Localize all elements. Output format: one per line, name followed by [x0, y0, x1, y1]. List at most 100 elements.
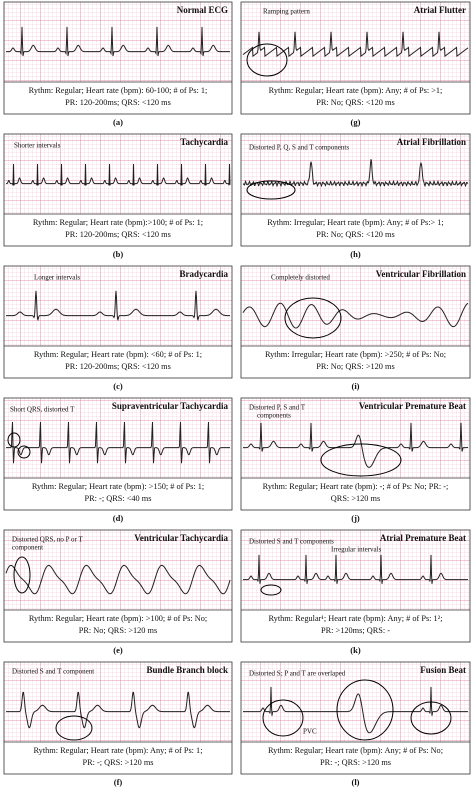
annotation: Distorted S and T components: [249, 538, 334, 546]
highlight: [246, 43, 288, 77]
caption-line: PR: -; QRS: >120 ms: [82, 758, 153, 767]
caption-line: Rythm: Irregular; Heart rate (bpm): Any;…: [267, 218, 443, 227]
panel-label: (c): [113, 381, 123, 391]
panel-title: Ventricular Fibrillation: [376, 269, 466, 279]
highlight: [246, 180, 296, 200]
annotation: Shorter intervals: [14, 142, 61, 150]
highlight: [13, 556, 31, 594]
ecg-grid: [241, 398, 470, 478]
highlight: [320, 443, 402, 477]
annotation: Irregular intervals: [331, 546, 382, 554]
panel-title: Ventricular Tachycardia: [134, 533, 228, 543]
caption-line: PR: 120-200ms; QRS: <120 ms: [65, 98, 171, 107]
caption-line: PR: No; QRS: >120 ms: [316, 362, 394, 371]
panel-border: [240, 133, 471, 247]
ecg-grid: [4, 134, 232, 214]
caption-line: PR: -; QRS: <40 ms: [85, 494, 152, 503]
caption-line: PR: No; QRS: >120 ms: [79, 626, 157, 635]
panel-label: (d): [113, 513, 124, 523]
panel-border: [240, 265, 471, 379]
caption-line: Rythm: Regular; Heart rate (bpm): >100; …: [29, 614, 207, 623]
highlight: [55, 715, 93, 741]
panel-title: Bradycardia: [180, 269, 229, 279]
panel-border: [240, 661, 471, 775]
panel-title: Normal ECG: [177, 5, 228, 15]
panel-title: Supraventricular Tachycardia: [112, 401, 229, 411]
panel-border: [3, 661, 233, 775]
caption-line: PR: -; QRS: >120 ms: [320, 758, 391, 767]
ecg-trace: [242, 302, 469, 329]
highlight: [7, 432, 21, 448]
caption-line: QRS: >120 ms: [331, 494, 380, 503]
ecg-grid: [241, 266, 470, 346]
annotation: Longer intervals: [34, 274, 80, 282]
panel-label: (k): [350, 645, 361, 655]
ecg-trace: [5, 564, 231, 595]
annotation: Distorted S and T component: [12, 668, 94, 676]
ecg-trace: [6, 163, 231, 187]
ecg-trace: [6, 26, 230, 57]
caption-line: Rythm: Regular; Heart rate (bpm): <60; #…: [34, 350, 202, 359]
ecg-trace: [6, 290, 230, 322]
ecg-grid: [4, 2, 232, 82]
annotation: Distorted S; P and T are overlaped: [249, 670, 346, 678]
caption-line: Rythm: Regular; Heart rate (bpm): Any; #…: [269, 86, 443, 95]
panel-label: (i): [351, 381, 359, 391]
panel-label: (g): [351, 117, 361, 127]
panel-title: Atrial Flutter: [414, 5, 466, 15]
caption-line: Rythm: Regular; Heart rate (bpm):>100; #…: [33, 218, 203, 227]
panel-label: (j): [351, 513, 360, 523]
ecg-trace: [242, 31, 469, 58]
panel-label: (f): [114, 777, 123, 787]
panel-border: [240, 1, 471, 115]
annotation: Completely distorted: [271, 274, 330, 282]
ecg-grid: [4, 398, 232, 478]
ecg-trace: [243, 422, 469, 468]
ecg-trace: [243, 686, 468, 734]
caption-line: PR: No; QRS: <120 ms: [316, 230, 394, 239]
panel-border: [3, 265, 233, 379]
ecg-trace: [6, 421, 230, 464]
panel-border: [240, 529, 471, 643]
caption-line: PR: No; QRS: <120 ms: [316, 98, 394, 107]
highlight: [262, 699, 304, 737]
caption-line: Rythm: Regular; Heart rate (bpm): Any; #…: [268, 746, 443, 755]
annotation: Ramping pattern: [263, 8, 310, 16]
panel-title: Atrial Fibrillation: [397, 137, 466, 147]
caption-line: Rythm: Regular; Heart rate (bpm): -; # o…: [263, 482, 449, 491]
panel-border: [240, 397, 471, 511]
caption-line: PR: 120-200ms; QRS: <120 ms: [65, 362, 171, 371]
caption-line: PR: >120ms; QRS: -: [321, 626, 390, 635]
annotation: Distorted P, S and T: [249, 404, 306, 412]
ecg-grid: [4, 530, 232, 610]
ecg-trace: [6, 691, 230, 729]
panel-border: [3, 397, 233, 511]
annotation: PVC: [303, 728, 317, 736]
panel-border: [3, 1, 233, 115]
panel-title: Bundle Branch block: [146, 665, 228, 675]
caption-line: Rythm: Irregular; Heart rate (bpm): >250…: [265, 350, 446, 359]
highlight: [410, 701, 452, 735]
annotation: Short QRS, distorted T: [10, 406, 75, 414]
annotation: components: [257, 412, 291, 420]
ecg-grid: [4, 662, 232, 742]
panel-border: [3, 133, 233, 247]
panel-title: Tachycardia: [180, 137, 228, 147]
panel-label: (h): [350, 249, 361, 259]
annotation: Distorted QRS, no P or T: [12, 536, 84, 544]
panel-title: Atrial Premature Beat: [380, 533, 466, 543]
highlight: [284, 297, 342, 339]
caption-line: Rythm: Regular¹; Heart rate (bpm): Any; …: [268, 614, 442, 623]
panel-label: (b): [113, 249, 124, 259]
caption-line: PR: 120-200ms; QRS: <120 ms: [65, 230, 171, 239]
annotation: Distorted P, Q, S and T components: [249, 144, 349, 152]
caption-line: Rythm: Regular; Heart rate (bpm): Any; #…: [33, 746, 202, 755]
panel-title: Ventricular Premature Beat: [359, 401, 466, 411]
ecg-grid: [4, 266, 232, 346]
caption-line: Rythm: Regular; Heart rate (bpm): 60-100…: [29, 86, 208, 95]
highlight: [336, 679, 394, 741]
panel-title: Fusion Beat: [420, 665, 466, 675]
panel-border: [3, 529, 233, 643]
panel-label: (e): [113, 645, 123, 655]
